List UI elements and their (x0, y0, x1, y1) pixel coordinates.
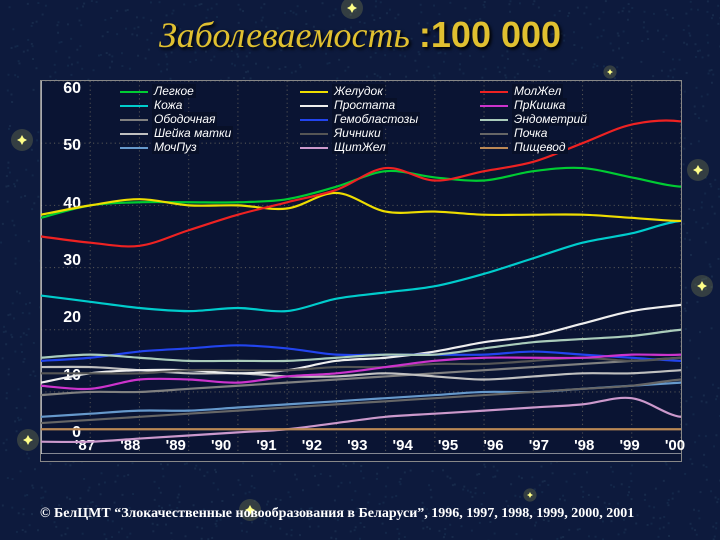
legend-swatch (120, 147, 148, 149)
legend-item: Шейка матки (120, 126, 233, 140)
legend-swatch (300, 119, 328, 121)
legend-swatch (480, 133, 508, 135)
legend-label: Шейка матки (152, 126, 233, 140)
legend-label: Гемобластозы (332, 112, 420, 126)
legend-item: Желудок (300, 84, 420, 98)
legend-swatch (300, 133, 328, 135)
legend-label: МочПуз (152, 140, 199, 154)
legend-item: Кожа (120, 98, 233, 112)
legend-item: Яичники (300, 126, 420, 140)
legend-label: Эндометрий (512, 112, 589, 126)
legend-swatch (300, 105, 328, 107)
legend-swatch (120, 91, 148, 93)
legend-swatch (480, 119, 508, 121)
legend-swatch (120, 133, 148, 135)
chart-title: Заболеваемость :100 000 (0, 14, 720, 56)
legend-item: Эндометрий (480, 112, 589, 126)
legend-item: Пищевод (480, 140, 589, 154)
legend-swatch (300, 91, 328, 93)
legend-label: Пищевод (512, 140, 568, 154)
series-line (41, 398, 681, 442)
legend-label: Ободочная (152, 112, 217, 126)
credit-line: © БелЦМТ “Злокачественные новообразовани… (40, 506, 680, 522)
legend-item: Легкое (120, 84, 233, 98)
series-line (41, 380, 681, 417)
legend-swatch (120, 105, 148, 107)
legend-label: Простата (332, 98, 397, 112)
legend-label: ЩитЖел (332, 140, 388, 154)
title-text: Заболеваемость (159, 15, 419, 55)
series-line (41, 168, 681, 218)
legend-label: Почка (512, 126, 549, 140)
legend-label: МолЖел (512, 84, 563, 98)
legend-label: Легкое (152, 84, 196, 98)
legend-item: МолЖел (480, 84, 589, 98)
legend-item: Почка (480, 126, 589, 140)
legend-swatch (480, 91, 508, 93)
legend-item: МочПуз (120, 140, 233, 154)
legend-swatch (480, 105, 508, 107)
legend-label: Кожа (152, 98, 184, 112)
title-numbers: :100 000 (419, 14, 561, 55)
series-line (41, 221, 681, 312)
legend-label: ПрКишка (512, 98, 567, 112)
legend-swatch (480, 147, 508, 149)
legend-item: ПрКишка (480, 98, 589, 112)
legend-label: Желудок (332, 84, 385, 98)
legend-item: ЩитЖел (300, 140, 420, 154)
legend-item: Ободочная (120, 112, 233, 126)
legend-swatch (300, 147, 328, 149)
legend-swatch (120, 119, 148, 121)
legend-item: Простата (300, 98, 420, 112)
legend-item: Гемобластозы (300, 112, 420, 126)
legend-label: Яичники (332, 126, 383, 140)
series-line (41, 327, 681, 361)
series-line (41, 193, 681, 221)
